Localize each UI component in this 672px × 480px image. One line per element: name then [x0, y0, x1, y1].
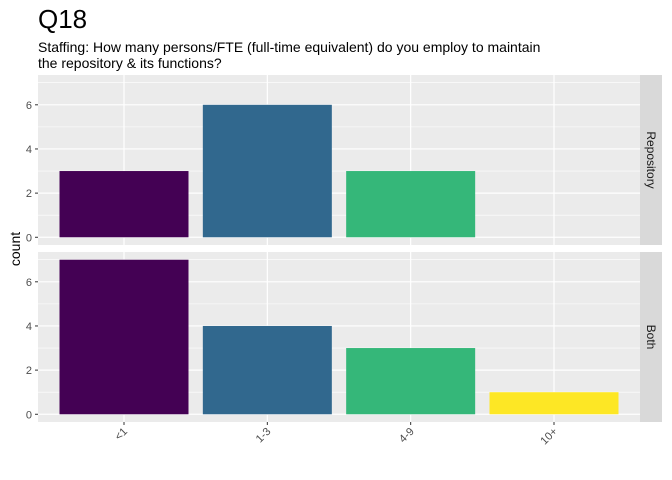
bar-repository-3	[346, 171, 476, 238]
y-tick-label: 6	[26, 100, 32, 112]
facet-strip-label: Both	[644, 325, 658, 350]
facet-strip	[640, 252, 662, 422]
chart-subtitle-line-2: the repository & its functions?	[38, 55, 222, 71]
bar-repository-2	[202, 104, 332, 238]
y-tick-label: 4	[26, 321, 32, 333]
y-axis-title: count	[7, 232, 23, 266]
x-tick-label: <1	[113, 426, 130, 443]
y-tick-label: 0	[26, 409, 32, 421]
facet-strip	[640, 75, 662, 245]
x-tick-label: 4-9	[397, 426, 417, 446]
y-tick-label: 2	[26, 188, 32, 200]
bar-repository-1	[59, 171, 189, 238]
y-tick-label: 2	[26, 365, 32, 377]
facet-strip-label: Repository	[644, 131, 658, 188]
plot-area: 0 2 4 6 Repository 0 2 4 6 Both <1 1-3 4-9 10+	[26, 75, 662, 447]
facet-panel-both: 0 2 4 6 Both	[26, 252, 662, 422]
bar-both-3	[346, 348, 476, 415]
y-tick-label: 6	[26, 277, 32, 289]
y-tick-label: 0	[26, 232, 32, 244]
chart-subtitle-line-1: Staffing: How many persons/FTE (full-tim…	[38, 39, 540, 55]
x-tick-label: 1-3	[254, 426, 274, 446]
bar-both-4	[489, 392, 619, 415]
chart-title: Q18	[38, 4, 87, 34]
facet-panel-repository: 0 2 4 6 Repository	[26, 75, 662, 245]
y-tick-label: 4	[26, 144, 32, 156]
bar-both-2	[202, 325, 332, 415]
x-tick-label: 10+	[538, 426, 560, 448]
bar-both-1	[59, 259, 189, 415]
